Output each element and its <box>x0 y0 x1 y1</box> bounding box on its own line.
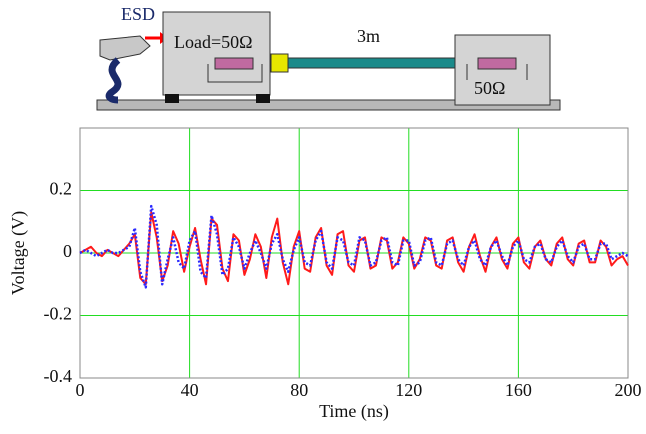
connector <box>270 53 289 73</box>
ground-plane <box>96 99 561 111</box>
x-tick-label: 160 <box>505 380 532 400</box>
wire <box>207 64 263 83</box>
x-axis-label: Time (ns) <box>319 401 389 422</box>
label: Load=50Ω <box>174 32 253 52</box>
load-box <box>454 34 551 106</box>
x-tick-label: 200 <box>615 380 642 400</box>
resistor <box>477 57 517 70</box>
wheel <box>256 94 270 103</box>
x-tick-label: 120 <box>395 380 422 400</box>
label: ESD <box>121 4 155 24</box>
y-tick-label: 0.2 <box>50 179 73 199</box>
label: 50Ω <box>474 78 505 98</box>
resistor <box>214 57 254 70</box>
setup-diagram: ESD Load=50Ω 3m 50Ω <box>96 4 561 111</box>
x-tick-label: 40 <box>181 380 199 400</box>
esd-gun <box>99 35 151 61</box>
series-line <box>79 204 629 289</box>
cable <box>287 57 456 69</box>
y-tick-label: -0.4 <box>44 366 73 386</box>
y-tick-label: 0 <box>63 241 72 261</box>
device-box <box>162 11 271 96</box>
y-tick-label: -0.2 <box>44 304 73 324</box>
x-tick-label: 80 <box>290 380 308 400</box>
label: 3m <box>357 26 380 46</box>
series-line <box>79 211 629 286</box>
x-tick-label: 0 <box>76 380 85 400</box>
y-axis-label: Voltage (V) <box>8 211 29 295</box>
gun-cable <box>105 57 122 104</box>
wire <box>466 64 528 80</box>
wheel <box>165 94 179 103</box>
